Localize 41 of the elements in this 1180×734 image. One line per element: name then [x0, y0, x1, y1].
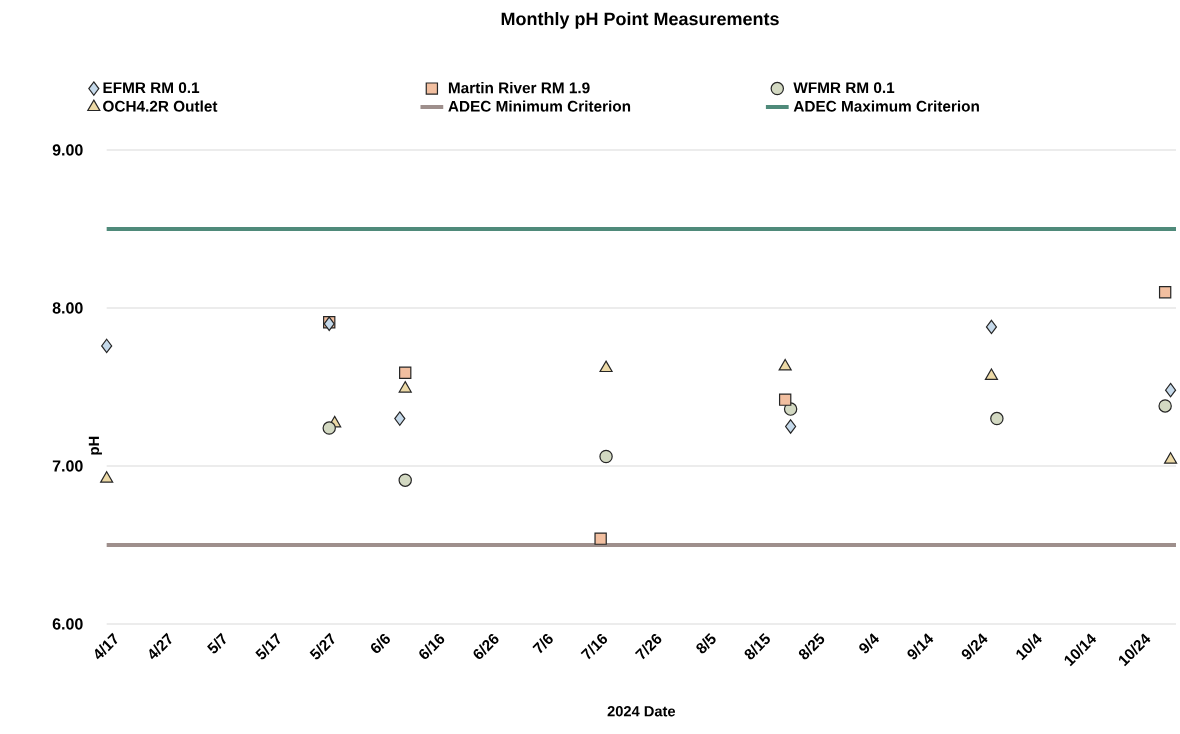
- x-tick-label: 8/5: [696, 633, 716, 654]
- point: [100, 471, 114, 483]
- y-tick-label: 8.00: [52, 302, 83, 314]
- legend-label: EFMR RM 0.1: [103, 82, 200, 94]
- point: [599, 360, 613, 373]
- legend-label: OCH4.2R Outlet: [103, 100, 218, 112]
- point: [399, 366, 412, 379]
- x-tick-label: 4/17: [94, 632, 118, 660]
- point: [984, 368, 999, 380]
- x-tick-label: 9/4: [859, 633, 880, 654]
- point: [1158, 285, 1172, 299]
- point: [394, 411, 406, 426]
- y-tick-label: 9.00: [52, 144, 83, 156]
- y-axis-title: pH: [88, 436, 102, 455]
- x-tick-label: 4/27: [149, 632, 172, 660]
- point: [778, 393, 792, 406]
- point: [599, 449, 613, 464]
- point: [101, 338, 113, 354]
- point: [778, 358, 792, 371]
- legend-label: WFMR RM 0.1: [793, 82, 895, 94]
- x-tick-label: 7/26: [634, 633, 662, 660]
- point: [398, 473, 412, 487]
- x-tick-label: 6/6: [371, 633, 390, 653]
- point: [985, 319, 998, 335]
- point: [594, 532, 607, 545]
- point: [322, 421, 336, 435]
- x-tick-label: 7/6: [532, 633, 553, 654]
- x-tick-label: 7/16: [580, 633, 608, 660]
- x-tick-label: 6/26: [473, 633, 499, 659]
- legend-label: Martin River RM 1.9: [448, 82, 590, 94]
- point: [785, 419, 797, 434]
- point: [398, 381, 412, 393]
- legend-label: ADEC Maximum Criterion: [793, 100, 979, 112]
- legend-label: ADEC Minimum Criterion: [448, 100, 631, 112]
- y-tick-label: 7.00: [52, 460, 83, 472]
- x-tick-label: 5/7: [207, 632, 226, 654]
- point: [990, 411, 1004, 426]
- y-tick-label: 6.00: [52, 618, 83, 630]
- x-tick-label: 6/16: [419, 633, 445, 659]
- x-axis-title: 2024 Date: [607, 706, 676, 717]
- chart-title: Monthly pH Point Measurements: [501, 12, 779, 29]
